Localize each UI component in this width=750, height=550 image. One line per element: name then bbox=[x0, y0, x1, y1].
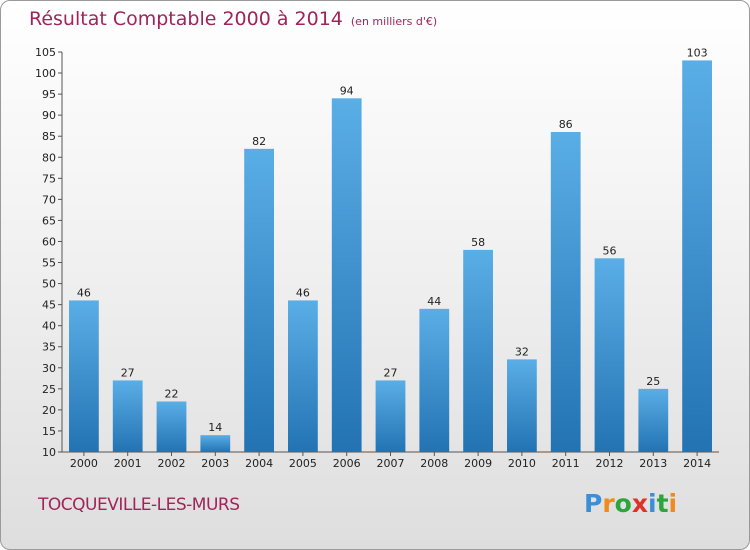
bar-value-label: 56 bbox=[603, 244, 617, 257]
x-tick-label: 2009 bbox=[464, 457, 492, 470]
y-tick-label: 105 bbox=[35, 46, 56, 59]
y-tick-label: 50 bbox=[42, 278, 56, 291]
logo-letter: o bbox=[614, 489, 632, 518]
x-tick-label: 2013 bbox=[639, 457, 667, 470]
bar-value-label: 32 bbox=[515, 345, 529, 358]
logo-letter: r bbox=[602, 489, 615, 518]
bar-value-label: 103 bbox=[687, 46, 708, 59]
logo-letter: i bbox=[648, 489, 657, 518]
proxiti-logo: Proxiti bbox=[584, 489, 677, 518]
y-tick-label: 25 bbox=[42, 383, 56, 396]
bar bbox=[463, 249, 493, 452]
bar-value-label: 25 bbox=[646, 375, 660, 388]
y-tick-label: 10 bbox=[42, 446, 56, 459]
bar bbox=[638, 388, 669, 452]
bar bbox=[156, 401, 187, 452]
logo-letter: P bbox=[584, 489, 603, 518]
y-tick-label: 35 bbox=[42, 341, 56, 354]
bar bbox=[112, 380, 143, 452]
y-tick-label: 100 bbox=[35, 67, 56, 80]
y-tick-label: 75 bbox=[42, 172, 56, 185]
y-tick-label: 65 bbox=[42, 214, 56, 227]
logo-letter: t bbox=[656, 489, 669, 518]
x-tick-label: 2011 bbox=[552, 457, 580, 470]
chart-title-block: Résultat Comptable 2000 à 2014 (en millie… bbox=[29, 8, 437, 30]
bar bbox=[507, 359, 537, 452]
bar bbox=[594, 258, 625, 452]
y-tick-label: 95 bbox=[42, 88, 56, 101]
logo-letter: i bbox=[668, 489, 678, 518]
bar bbox=[682, 60, 712, 452]
x-tick-label: 2012 bbox=[596, 457, 624, 470]
x-tick-label: 2006 bbox=[333, 457, 361, 470]
logo-letter: x bbox=[631, 489, 648, 518]
y-tick-label: 60 bbox=[42, 235, 56, 248]
chart-subtitle: (en milliers d'€) bbox=[350, 15, 438, 28]
bar bbox=[375, 380, 406, 452]
y-tick-label: 20 bbox=[42, 404, 56, 417]
x-tick-label: 2002 bbox=[158, 457, 186, 470]
bar-value-label: 86 bbox=[559, 118, 573, 131]
y-tick-label: 15 bbox=[42, 425, 56, 438]
x-tick-label: 2014 bbox=[683, 457, 711, 470]
x-tick-label: 2001 bbox=[114, 457, 142, 470]
chart-data-labels: 46 27 22 14 82 46 94 27 44 58 32 86 56 25 103 bbox=[77, 46, 708, 434]
y-tick-label: 90 bbox=[42, 109, 56, 122]
bar-value-label: 46 bbox=[77, 286, 91, 299]
y-tick-label: 55 bbox=[42, 257, 56, 270]
bar-value-label: 44 bbox=[427, 295, 441, 308]
bar-value-label: 58 bbox=[471, 236, 485, 249]
bar bbox=[331, 98, 362, 452]
bar bbox=[419, 308, 450, 452]
chart-bars bbox=[69, 60, 712, 452]
bar-value-label: 14 bbox=[208, 421, 222, 434]
bar-value-label: 27 bbox=[384, 366, 398, 379]
bar bbox=[244, 148, 274, 452]
x-tick-label: 2005 bbox=[289, 457, 317, 470]
y-tick-label: 40 bbox=[42, 320, 56, 333]
bar-value-label: 22 bbox=[165, 387, 179, 400]
bar bbox=[200, 435, 231, 452]
x-tick-label: 2003 bbox=[201, 457, 229, 470]
y-tick-label: 70 bbox=[42, 193, 56, 206]
y-tick-label: 80 bbox=[42, 151, 56, 164]
y-tick-label: 45 bbox=[42, 299, 56, 312]
bar-value-label: 46 bbox=[296, 286, 310, 299]
bar-value-label: 94 bbox=[340, 84, 354, 97]
commune-name: TOCQUEVILLE-LES-MURS bbox=[38, 495, 240, 515]
x-tick-label: 2008 bbox=[420, 457, 448, 470]
bar bbox=[550, 132, 581, 452]
x-tick-label: 2007 bbox=[377, 457, 405, 470]
y-tick-label: 85 bbox=[42, 130, 56, 143]
y-tick-label: 30 bbox=[42, 362, 56, 375]
x-tick-label: 2004 bbox=[245, 457, 273, 470]
x-tick-label: 2000 bbox=[70, 457, 98, 470]
bar bbox=[288, 300, 318, 452]
bar-value-label: 27 bbox=[121, 366, 135, 379]
chart-title: Résultat Comptable 2000 à 2014 bbox=[29, 8, 343, 30]
x-tick-label: 2010 bbox=[508, 457, 536, 470]
bar-value-label: 82 bbox=[252, 135, 266, 148]
bar bbox=[69, 300, 99, 452]
